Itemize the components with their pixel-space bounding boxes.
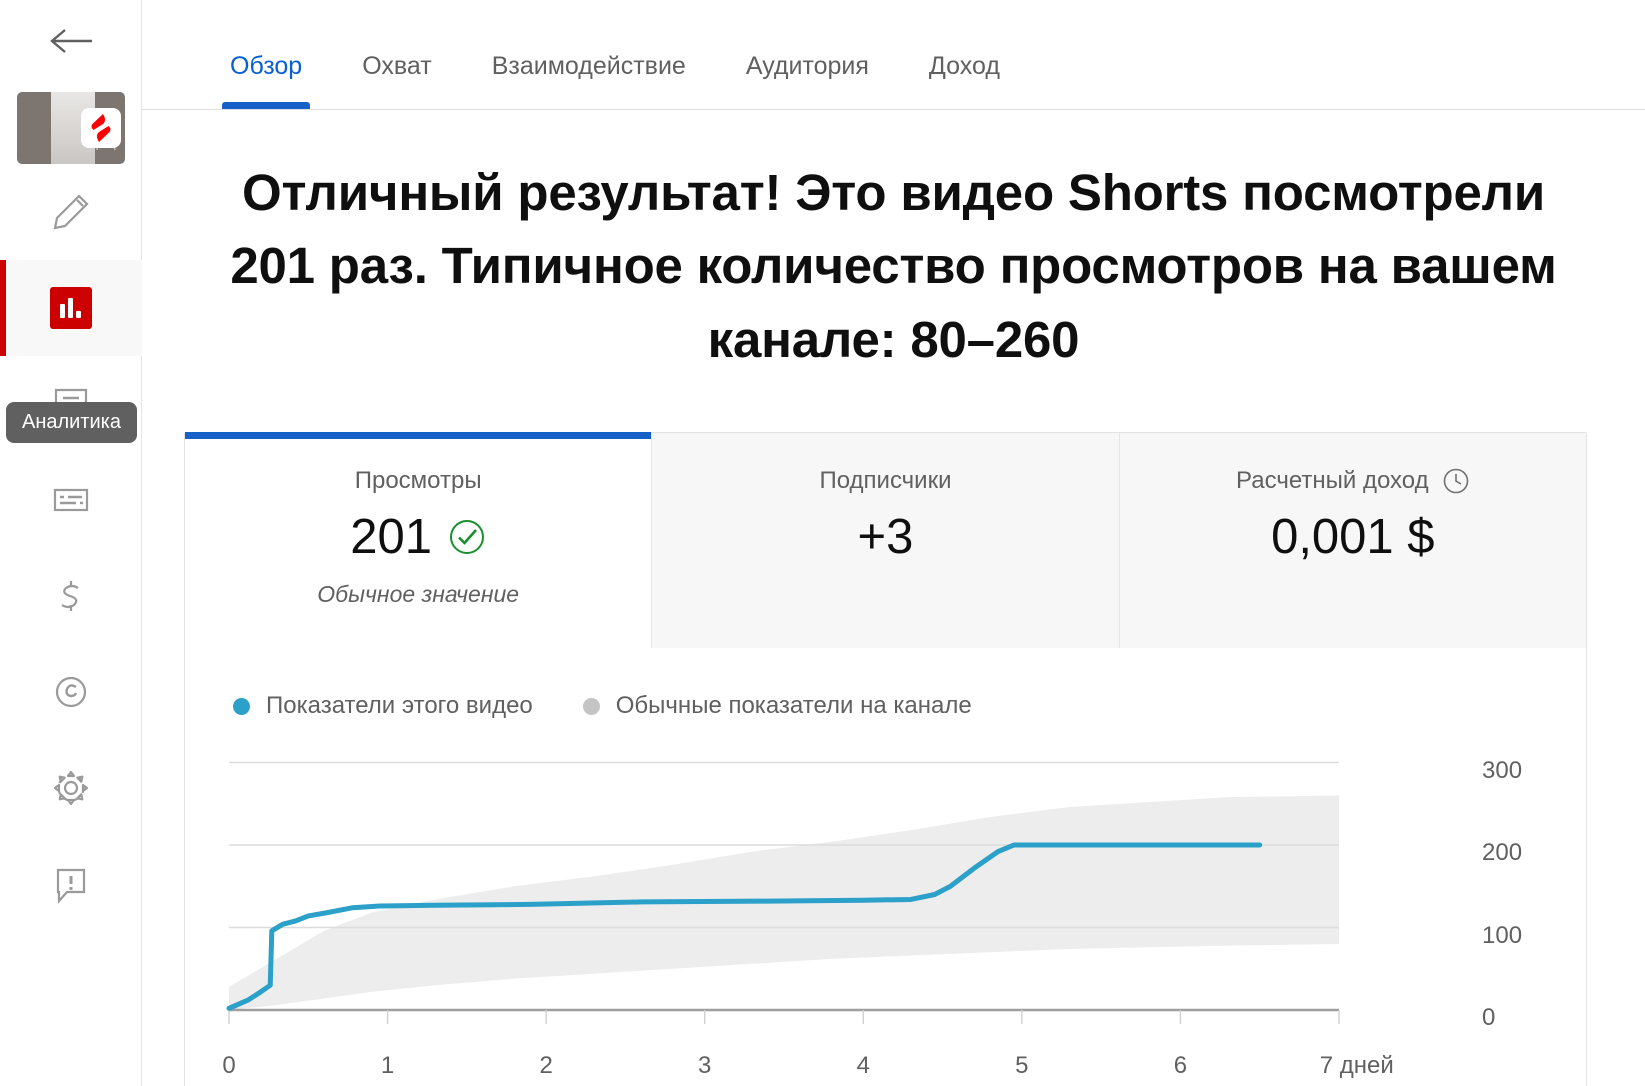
shorts-logo-icon — [91, 114, 110, 142]
sidebar-item-settings[interactable] — [0, 740, 142, 836]
y-tick-label: 300 — [1482, 756, 1523, 784]
sidebar-item-copyright[interactable] — [0, 644, 142, 740]
views-line-chart[interactable]: 0 100 200 300 0 1 2 3 4 5 6 7 дней — [185, 738, 1586, 1086]
y-tick-label: 0 — [1482, 1004, 1496, 1032]
x-tick-label: 6 — [1173, 1052, 1188, 1080]
pencil-icon — [53, 194, 89, 230]
metric-label-revenue: Расчетный доход — [1236, 467, 1470, 495]
metric-card-views[interactable]: Просмотры 201 Обычное значение — [185, 432, 652, 649]
metric-value-views: 201 — [195, 509, 641, 565]
metric-card-subscribers[interactable]: Подписчики +3 — [651, 433, 1119, 649]
back-button[interactable] — [35, 18, 107, 64]
video-performance-line — [226, 842, 1263, 1012]
metric-card-revenue[interactable]: Расчетный доход 0,001 $ — [1118, 433, 1586, 649]
legend-dot-video — [233, 697, 250, 715]
gear-icon — [53, 770, 88, 806]
main-content: Обзор Охват Взаимодействие Аудитория Дох… — [142, 0, 1645, 1086]
chart-legend: Показатели этого видео Обычные показател… — [185, 648, 1586, 720]
metric-number-views: 201 — [350, 510, 433, 565]
sidebar-item-editor[interactable] — [0, 164, 142, 260]
analytics-bar-chart-icon — [49, 287, 92, 329]
green-check-circle-icon — [450, 520, 485, 555]
metric-sub-views: Обычное значение — [317, 581, 520, 608]
metrics-card: Просмотры 201 Обычное значение Подписчик… — [184, 432, 1587, 1086]
video-thumbnail[interactable] — [16, 92, 125, 164]
shorts-badge — [80, 108, 121, 148]
x-tick-label: 4 — [856, 1052, 870, 1080]
page-headline: Отличный результат! Это видео Shorts пос… — [230, 164, 1557, 368]
sidebar: Аналитика — [0, 0, 142, 1086]
dollar-icon — [60, 581, 79, 611]
metric-value-revenue: 0,001 $ — [1130, 509, 1576, 565]
x-tick-label: 7 дней — [1319, 1052, 1394, 1080]
x-tick-label: 0 — [222, 1052, 236, 1080]
sidebar-item-analytics[interactable] — [0, 260, 142, 356]
chart-canvas — [226, 762, 1340, 1025]
y-tick-label: 100 — [1482, 921, 1523, 949]
sidebar-item-subtitles[interactable] — [0, 452, 142, 548]
tab-engagement[interactable]: Взаимодействие — [491, 52, 686, 80]
metric-label-subscribers: Подписчики — [819, 467, 952, 495]
metric-number-subscribers: +3 — [857, 510, 914, 565]
x-tick-label: 5 — [1015, 1052, 1029, 1080]
tab-bar: Обзор Охват Взаимодействие Аудитория Дох… — [142, 0, 1645, 110]
tab-overview[interactable]: Обзор — [200, 54, 332, 109]
x-tick-label: 2 — [539, 1052, 553, 1080]
metrics-row: Просмотры 201 Обычное значение Подписчик… — [185, 432, 1586, 649]
legend-item-video[interactable]: Показатели этого видео — [233, 692, 533, 720]
metric-number-revenue: 0,001 $ — [1271, 510, 1435, 565]
metric-label-revenue-text: Расчетный доход — [1236, 467, 1429, 495]
legend-label-channel: Обычные показатели на канале — [615, 692, 972, 720]
back-arrow-icon — [49, 29, 92, 53]
legend-dot-channel — [582, 697, 600, 715]
subtitles-icon — [53, 488, 88, 512]
metric-label-views: Просмотры — [354, 467, 482, 495]
y-tick-label: 200 — [1482, 839, 1523, 867]
analytics-tooltip: Аналитика — [6, 402, 137, 443]
tab-audience[interactable]: Аудитория — [745, 52, 869, 80]
clock-icon — [1443, 469, 1468, 494]
feedback-icon — [56, 868, 85, 904]
tab-reach[interactable]: Охват — [362, 52, 432, 80]
metric-value-subscribers: +3 — [662, 509, 1108, 565]
sidebar-item-monetization[interactable] — [0, 548, 142, 644]
tab-revenue[interactable]: Доход — [928, 52, 1000, 80]
sidebar-item-feedback[interactable] — [0, 836, 142, 932]
x-tick-label: 3 — [698, 1052, 712, 1080]
copyright-icon — [55, 676, 86, 708]
legend-label-video: Показатели этого видео — [266, 692, 533, 720]
x-axis-labels: 0 1 2 3 4 5 6 7 дней — [185, 1052, 1586, 1086]
legend-item-channel[interactable]: Обычные показатели на канале — [582, 692, 972, 720]
x-tick-label: 1 — [380, 1052, 395, 1080]
